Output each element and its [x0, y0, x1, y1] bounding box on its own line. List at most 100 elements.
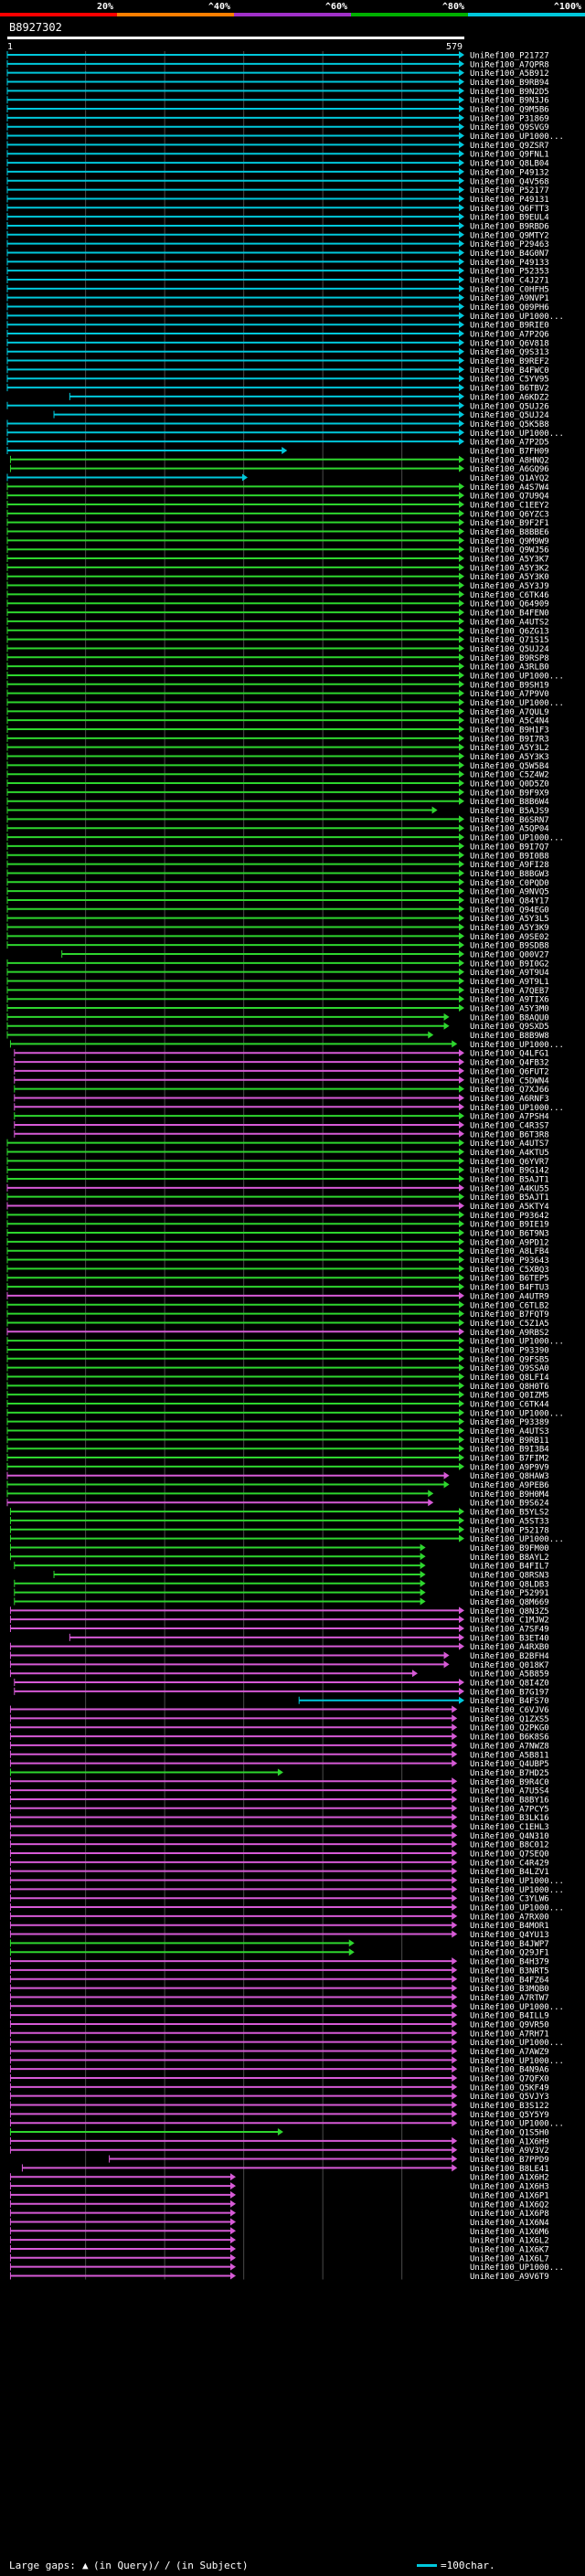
hit-label[interactable]: UniRef100_A5Y3L2 [470, 744, 549, 753]
hit-label[interactable]: UniRef100_B8BBE6 [470, 528, 549, 537]
hit-label[interactable]: UniRef100_Q4LFG1 [470, 1050, 549, 1059]
hit-label[interactable]: UniRef100_B3S122 [470, 2102, 549, 2111]
hit-label[interactable]: UniRef100_UP1000... [470, 2263, 564, 2273]
hit-label[interactable]: UniRef100_Q7XJ66 [470, 1086, 549, 1095]
hit-label[interactable]: UniRef100_P52991 [470, 1589, 549, 1598]
hit-label[interactable]: UniRef100_UP1000... [470, 313, 564, 322]
hit-label[interactable]: UniRef100_A5Y3K7 [470, 556, 549, 565]
hit-label[interactable]: UniRef100_A7RH71 [470, 2030, 549, 2039]
hit-label[interactable]: UniRef100_Q9VR50 [470, 2020, 549, 2030]
hit-label[interactable]: UniRef100_UP1000... [470, 699, 564, 708]
hit-label[interactable]: UniRef100_Q9S313 [470, 348, 549, 357]
hit-label[interactable]: UniRef100_A7U5S4 [470, 1787, 549, 1797]
hit-label[interactable]: UniRef100_Q84Y17 [470, 896, 549, 906]
hit-label[interactable]: UniRef100_A5Y3M0 [470, 1005, 549, 1014]
hit-label[interactable]: UniRef100_B9H0M4 [470, 1490, 549, 1500]
hit-label[interactable]: UniRef100_B9REF2 [470, 357, 549, 366]
hit-label[interactable]: UniRef100_B9IE19 [470, 1221, 549, 1230]
hit-label[interactable]: UniRef100_Q64909 [470, 600, 549, 610]
hit-label[interactable]: UniRef100_Q8LB04 [470, 160, 549, 169]
hit-label[interactable]: UniRef100_B3ET40 [470, 1634, 549, 1643]
hit-label[interactable]: UniRef100_B9RBD6 [470, 222, 549, 231]
hit-label[interactable]: UniRef100_Q9SXD5 [470, 1023, 549, 1032]
hit-label[interactable]: UniRef100_B3LK16 [470, 1814, 549, 1823]
hit-label[interactable]: UniRef100_Q6YVR7 [470, 1158, 549, 1167]
hit-label[interactable]: UniRef100_A4KU55 [470, 1184, 549, 1193]
hit-label[interactable]: UniRef100_A7RTW7 [470, 1994, 549, 2003]
hit-label[interactable]: UniRef100_P49132 [470, 168, 549, 177]
hit-label[interactable]: UniRef100_B8BY16 [470, 1796, 549, 1805]
hit-label[interactable]: UniRef100_C1MJW2 [470, 1617, 549, 1626]
hit-label[interactable]: UniRef100_UP1000... [470, 1409, 564, 1418]
hit-label[interactable]: UniRef100_C5DWN4 [470, 1076, 549, 1086]
hit-label[interactable]: UniRef100_C3YLW6 [470, 1895, 549, 1904]
hit-label[interactable]: UniRef100_C1EEY2 [470, 502, 549, 511]
hit-label[interactable]: UniRef100_A7SF49 [470, 1626, 549, 1635]
hit-label[interactable]: UniRef100_B9I7R3 [470, 735, 549, 744]
hit-label[interactable]: UniRef100_UP1000... [470, 1877, 564, 1886]
hit-label[interactable]: UniRef100_Q7U9Q4 [470, 493, 549, 502]
hit-label[interactable]: UniRef100_Q09PH6 [470, 303, 549, 313]
hit-label[interactable]: UniRef100_B9I7Q7 [470, 843, 549, 852]
hit-label[interactable]: UniRef100_B9FM00 [470, 1544, 549, 1553]
hit-label[interactable]: UniRef100_A1X6H9 [470, 2137, 549, 2147]
hit-label[interactable]: UniRef100_B5AJS9 [470, 807, 549, 816]
hit-label[interactable]: UniRef100_Q4YU13 [470, 1931, 549, 1940]
hit-label[interactable]: UniRef100_A1X6K7 [470, 2245, 549, 2254]
hit-label[interactable]: UniRef100_A5QP04 [470, 825, 549, 834]
hit-label[interactable]: UniRef100_P93643 [470, 1256, 549, 1266]
hit-label[interactable]: UniRef100_Q6V818 [470, 339, 549, 348]
hit-label[interactable]: UniRef100_Q1ZXS5 [470, 1715, 549, 1724]
hit-label[interactable]: UniRef100_A9V6T9 [470, 2273, 549, 2282]
hit-label[interactable]: UniRef100_Q29JF1 [470, 1949, 549, 1958]
hit-label[interactable]: UniRef100_C6TK44 [470, 1401, 549, 1410]
hit-label[interactable]: UniRef100_B8B6W4 [470, 798, 549, 807]
hit-label[interactable]: UniRef100_B6T3R8 [470, 1130, 549, 1140]
hit-label[interactable]: UniRef100_Q5W5B4 [470, 762, 549, 771]
hit-label[interactable]: UniRef100_A1X6Q2 [470, 2200, 549, 2210]
hit-label[interactable]: UniRef100_C5XBQ3 [470, 1266, 549, 1275]
hit-label[interactable]: UniRef100_Q6FUT2 [470, 1067, 549, 1076]
hit-label[interactable]: UniRef100_C1EHL3 [470, 1823, 549, 1832]
hit-label[interactable]: UniRef100_A1X6H2 [470, 2174, 549, 2183]
hit-label[interactable]: UniRef100_A5Y3K3 [470, 753, 549, 762]
hit-label[interactable]: UniRef100_Q1AYQ2 [470, 474, 549, 483]
hit-label[interactable]: UniRef100_B7HD25 [470, 1769, 549, 1778]
hit-label[interactable]: UniRef100_UP1000... [470, 133, 564, 142]
hit-label[interactable]: UniRef100_P29463 [470, 240, 549, 249]
hit-label[interactable]: UniRef100_B4FS70 [470, 1697, 549, 1706]
hit-label[interactable]: UniRef100_C0PQD0 [470, 879, 549, 888]
hit-label[interactable]: UniRef100_A9PD12 [470, 1238, 549, 1247]
hit-label[interactable]: UniRef100_Q9SVG9 [470, 123, 549, 133]
hit-label[interactable]: UniRef100_Q8RSN3 [470, 1571, 549, 1580]
hit-label[interactable]: UniRef100_Q8I4Z0 [470, 1680, 549, 1689]
hit-label[interactable]: UniRef100_B9I0B8 [470, 852, 549, 861]
hit-label[interactable]: UniRef100_A7P9V0 [470, 690, 549, 699]
hit-label[interactable]: UniRef100_A5Y3J9 [470, 582, 549, 591]
hit-label[interactable]: UniRef100_B4N9A6 [470, 2066, 549, 2075]
hit-label[interactable]: UniRef100_A9PEB6 [470, 1481, 549, 1490]
hit-label[interactable]: UniRef100_A9P9V9 [470, 1463, 549, 1472]
hit-label[interactable]: UniRef100_A1X6M6 [470, 2228, 549, 2237]
hit-label[interactable]: UniRef100_Q6FTT3 [470, 205, 549, 214]
hit-label[interactable]: UniRef100_B9S624 [470, 1500, 549, 1509]
hit-label[interactable]: UniRef100_P31869 [470, 114, 549, 123]
hit-label[interactable]: UniRef100_P93642 [470, 1212, 549, 1221]
hit-label[interactable]: UniRef100_B7FH09 [470, 447, 549, 456]
hit-label[interactable]: UniRef100_UP1000... [470, 2120, 564, 2129]
hit-label[interactable]: UniRef100_Q9SSA0 [470, 1364, 549, 1373]
hit-label[interactable]: UniRef100_B9RB94 [470, 79, 549, 88]
hit-label[interactable]: UniRef100_B6K8S6 [470, 1733, 549, 1743]
hit-label[interactable]: UniRef100_B4JWP7 [470, 1940, 549, 1949]
hit-label[interactable]: UniRef100_Q6YZC3 [470, 510, 549, 519]
hit-label[interactable]: UniRef100_A7QPR8 [470, 60, 549, 69]
hit-label[interactable]: UniRef100_B9I0G2 [470, 959, 549, 969]
hit-label[interactable]: UniRef100_B9RIE0 [470, 322, 549, 331]
hit-label[interactable]: UniRef100_B8LE41 [470, 2165, 549, 2174]
hit-label[interactable]: UniRef100_B4G0N7 [470, 249, 549, 259]
hit-label[interactable]: UniRef100_B8AYL2 [470, 1553, 549, 1563]
hit-label[interactable]: UniRef100_B4LZV1 [470, 1868, 549, 1877]
hit-label[interactable]: UniRef100_A1X6L2 [470, 2237, 549, 2246]
hit-label[interactable]: UniRef100_B9G142 [470, 1167, 549, 1176]
hit-label[interactable]: UniRef100_A9FI28 [470, 861, 549, 870]
